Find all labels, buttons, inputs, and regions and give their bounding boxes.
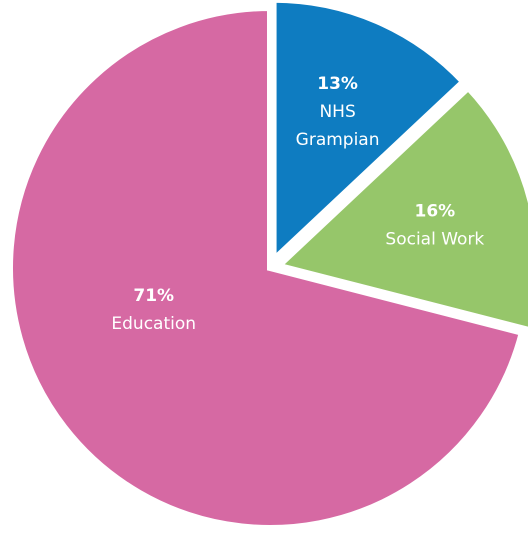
- slice-percent-label: 71%: [133, 286, 174, 306]
- slice-category-label: Grampian: [296, 130, 380, 150]
- slice-percent-label: 16%: [415, 202, 456, 222]
- slice-percent-label: 13%: [317, 74, 358, 94]
- slice-category-label: Social Work: [385, 230, 484, 250]
- slice-category-label: Education: [111, 314, 196, 334]
- slice-category-label: NHS: [319, 102, 355, 122]
